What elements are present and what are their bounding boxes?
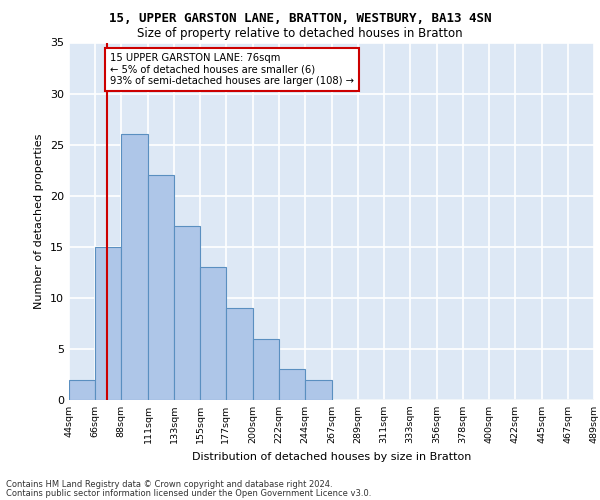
Bar — [305, 380, 332, 400]
Bar — [200, 267, 226, 400]
Bar — [253, 338, 279, 400]
Text: Contains public sector information licensed under the Open Government Licence v3: Contains public sector information licen… — [6, 488, 371, 498]
Bar — [95, 247, 121, 400]
X-axis label: Distribution of detached houses by size in Bratton: Distribution of detached houses by size … — [192, 452, 471, 462]
Bar — [279, 370, 305, 400]
Text: 15, UPPER GARSTON LANE, BRATTON, WESTBURY, BA13 4SN: 15, UPPER GARSTON LANE, BRATTON, WESTBUR… — [109, 12, 491, 26]
Bar — [148, 176, 174, 400]
Text: 15 UPPER GARSTON LANE: 76sqm
← 5% of detached houses are smaller (6)
93% of semi: 15 UPPER GARSTON LANE: 76sqm ← 5% of det… — [110, 52, 354, 86]
Bar — [69, 380, 95, 400]
Bar — [121, 134, 148, 400]
Text: Size of property relative to detached houses in Bratton: Size of property relative to detached ho… — [137, 28, 463, 40]
Bar — [226, 308, 253, 400]
Text: Contains HM Land Registry data © Crown copyright and database right 2024.: Contains HM Land Registry data © Crown c… — [6, 480, 332, 489]
Y-axis label: Number of detached properties: Number of detached properties — [34, 134, 44, 309]
Bar — [174, 226, 200, 400]
